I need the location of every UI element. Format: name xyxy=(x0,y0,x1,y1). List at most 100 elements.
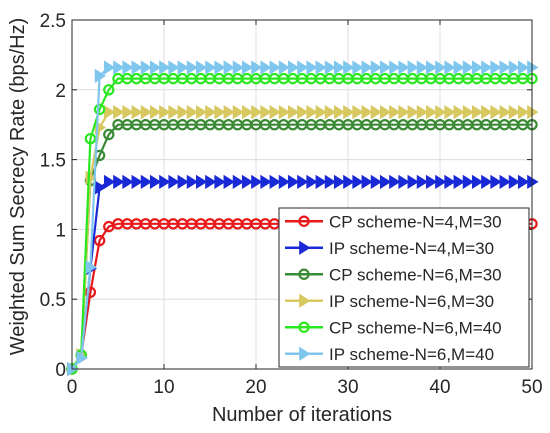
data-point xyxy=(103,60,116,75)
data-point xyxy=(499,60,511,75)
data-point xyxy=(499,174,511,190)
legend-box xyxy=(278,207,530,368)
data-point xyxy=(333,105,346,120)
legend: CP scheme-N=4,M=30 IP scheme-N=4,M=30 CP s… xyxy=(278,207,530,368)
series-2 xyxy=(67,174,539,377)
data-point xyxy=(481,60,493,75)
data-point xyxy=(149,105,162,120)
data-point xyxy=(389,174,401,190)
data-point xyxy=(370,105,383,120)
data-point xyxy=(297,105,309,120)
legend-label: IP scheme-N=4,M=30 xyxy=(329,239,494,258)
data-point xyxy=(205,105,217,120)
data-point xyxy=(370,60,383,75)
legend-label: CP scheme-N=4,M=30 xyxy=(329,212,502,231)
x-tick-label: 20 xyxy=(245,377,266,398)
data-point xyxy=(131,174,143,190)
x-tick-label: 30 xyxy=(337,377,358,398)
data-point xyxy=(435,174,447,190)
data-point xyxy=(131,60,143,75)
data-point xyxy=(508,174,521,190)
data-point xyxy=(306,174,318,190)
data-point xyxy=(471,174,484,190)
data-point xyxy=(297,174,309,190)
data-point xyxy=(278,105,291,120)
data-point xyxy=(177,60,189,75)
data-point xyxy=(113,174,125,190)
data-point xyxy=(287,105,300,120)
data-point xyxy=(260,60,272,75)
data-point xyxy=(278,174,291,190)
data-point xyxy=(269,105,281,120)
data-point xyxy=(223,105,235,120)
data-point xyxy=(389,60,401,75)
data-point xyxy=(122,60,134,75)
data-point xyxy=(407,105,419,120)
data-point xyxy=(103,84,115,96)
data-point xyxy=(527,60,539,75)
data-point xyxy=(527,174,539,190)
data-point xyxy=(444,174,456,190)
data-point xyxy=(490,60,502,75)
x-axis-label: Number of iterations xyxy=(212,404,392,426)
y-tick-label: 2 xyxy=(55,81,66,102)
data-point xyxy=(269,174,281,190)
legend-marker xyxy=(298,321,310,333)
data-point xyxy=(333,60,346,75)
x-tick-label: 0 xyxy=(67,377,78,398)
data-point xyxy=(84,286,97,298)
data-point xyxy=(195,174,208,190)
series-4 xyxy=(67,105,539,377)
data-point xyxy=(508,60,521,75)
data-point xyxy=(517,60,530,75)
data-point xyxy=(499,105,511,120)
data-point xyxy=(168,60,180,75)
data-point xyxy=(453,60,465,75)
y-tick-label: 2.5 xyxy=(40,11,66,32)
data-point xyxy=(389,105,401,120)
data-point xyxy=(122,174,134,190)
data-point xyxy=(398,105,410,120)
data-point xyxy=(241,60,254,75)
data-point xyxy=(76,350,88,365)
data-point xyxy=(425,174,438,190)
legend-marker xyxy=(298,215,310,227)
legend-marker xyxy=(299,293,311,308)
data-point xyxy=(361,105,373,120)
series-6 xyxy=(67,60,539,377)
legend-marker xyxy=(299,240,311,255)
legend-label: CP scheme-N=6,M=40 xyxy=(329,318,502,337)
data-point xyxy=(343,174,355,190)
data-point xyxy=(453,105,465,120)
data-point xyxy=(398,174,410,190)
series-3 xyxy=(66,118,538,375)
legend-marker xyxy=(299,346,311,361)
data-point xyxy=(306,105,318,120)
data-point xyxy=(241,174,254,190)
data-point xyxy=(517,105,530,120)
data-point xyxy=(462,60,475,75)
data-point xyxy=(444,60,456,75)
data-point xyxy=(168,174,180,190)
data-point xyxy=(379,105,392,120)
data-point xyxy=(481,174,493,190)
data-point xyxy=(398,60,410,75)
data-point xyxy=(93,234,106,247)
data-point xyxy=(407,174,419,190)
data-point xyxy=(94,68,107,83)
data-point xyxy=(315,105,327,120)
data-point xyxy=(168,105,180,120)
data-point xyxy=(149,60,162,75)
x-tick-label: 40 xyxy=(429,377,450,398)
y-tick-label: 1.5 xyxy=(40,151,66,172)
data-point xyxy=(490,174,502,190)
data-point xyxy=(140,60,153,75)
data-point xyxy=(343,105,355,120)
data-point xyxy=(343,60,355,75)
data-point xyxy=(416,105,429,120)
data-point xyxy=(186,174,199,190)
data-point xyxy=(481,105,493,120)
data-point xyxy=(287,60,300,75)
data-point xyxy=(527,105,539,120)
data-point xyxy=(333,174,346,190)
